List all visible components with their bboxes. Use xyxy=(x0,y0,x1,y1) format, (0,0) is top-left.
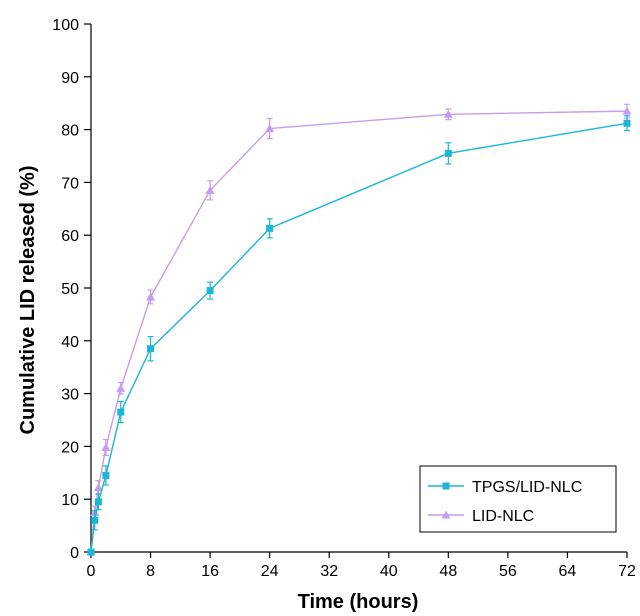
data-point xyxy=(87,548,95,556)
data-point xyxy=(93,483,103,492)
x-tick-label: 0 xyxy=(87,563,96,580)
data-point xyxy=(147,345,155,353)
data-point xyxy=(444,149,452,157)
data-point xyxy=(116,383,126,392)
legend: TPGS/LID-NLC LID-NLC xyxy=(419,465,617,533)
y-tick-label: 60 xyxy=(61,228,79,245)
data-point xyxy=(265,124,275,133)
x-tick-label: 72 xyxy=(618,563,636,580)
y-axis-title: Cumulative LID released (%) xyxy=(17,166,39,435)
legend-label: TPGS/LID-NLC xyxy=(472,479,582,496)
data-point xyxy=(94,498,102,506)
x-tick-label: 8 xyxy=(146,563,155,580)
x-tick-label: 64 xyxy=(559,563,577,580)
y-tick-label: 30 xyxy=(61,387,79,404)
data-point xyxy=(622,106,632,115)
y-tick-label: 40 xyxy=(61,334,79,351)
legend-label: LID-NLC xyxy=(472,508,534,525)
data-point xyxy=(266,224,274,232)
legend-box xyxy=(419,465,617,533)
data-point xyxy=(206,287,214,295)
x-tick-label: 24 xyxy=(261,563,279,580)
x-tick-label: 56 xyxy=(499,563,517,580)
x-tick-label: 16 xyxy=(201,563,219,580)
x-ticks: 0 8 16 24 32 40 48 56 64 72 xyxy=(87,552,636,580)
data-point xyxy=(91,516,99,524)
data-point xyxy=(623,119,631,127)
data-point xyxy=(146,292,156,301)
y-tick-label: 0 xyxy=(70,545,79,562)
y-ticks: 0 10 20 30 40 50 60 70 80 90 100 xyxy=(52,17,91,562)
series-tpgs-lid-nlc xyxy=(87,115,631,556)
y-tick-label: 50 xyxy=(61,281,79,298)
data-point xyxy=(443,109,453,118)
x-axis-title: Time (hours) xyxy=(298,591,419,613)
data-point xyxy=(117,408,125,416)
data-point xyxy=(101,442,111,451)
data-point xyxy=(102,471,110,479)
x-tick-label: 40 xyxy=(380,563,398,580)
y-tick-label: 10 xyxy=(61,492,79,509)
plot-area xyxy=(86,103,632,556)
y-tick-label: 90 xyxy=(61,70,79,87)
y-tick-label: 20 xyxy=(61,439,79,456)
x-tick-label: 32 xyxy=(320,563,338,580)
data-point xyxy=(205,185,215,194)
legend-swatch-marker xyxy=(441,510,451,519)
legend-swatch-marker xyxy=(442,482,450,490)
y-tick-label: 100 xyxy=(52,17,79,34)
y-tick-label: 70 xyxy=(61,175,79,192)
x-tick-label: 48 xyxy=(439,563,457,580)
y-tick-label: 80 xyxy=(61,123,79,140)
